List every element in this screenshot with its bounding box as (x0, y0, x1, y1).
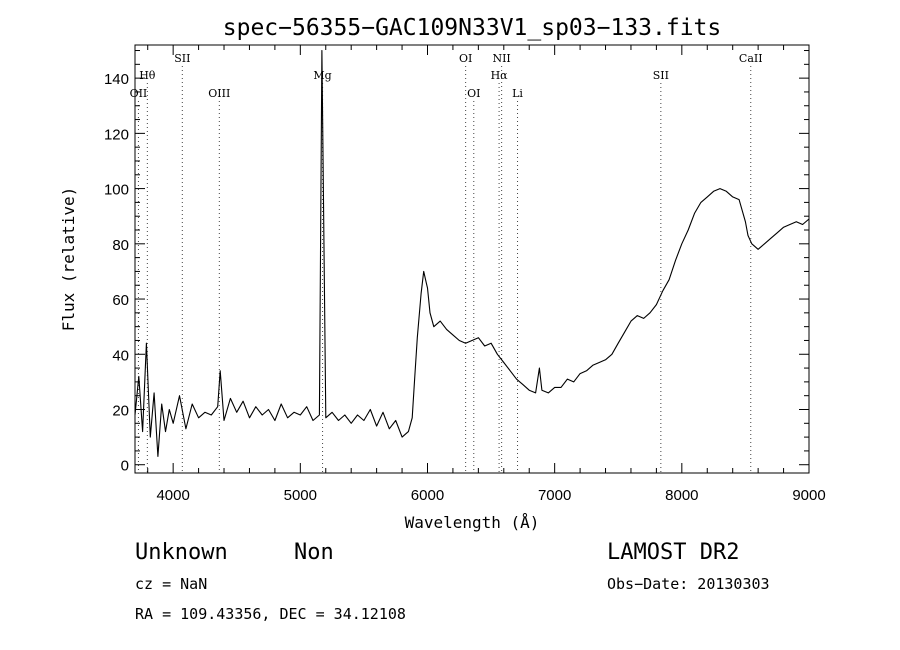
y-tick-label: 120 (104, 126, 129, 143)
plot-frame (134, 44, 810, 474)
observation-date: Obs−Date: 20130303 (607, 575, 770, 593)
y-tick-label: 20 (112, 402, 129, 419)
line-marker-label: SII (174, 52, 190, 65)
y-tick-label: 80 (112, 237, 129, 254)
y-axis-label: Flux (relative) (59, 187, 78, 332)
object-class: Unknown (135, 540, 228, 565)
object-subclass: Non (294, 540, 334, 565)
line-marker-label: SII (653, 69, 669, 82)
line-marker-label: OIII (208, 87, 230, 100)
series-layer (134, 49, 810, 457)
y-tick-label: 40 (112, 347, 129, 364)
x-axis-label: Wavelength (Å) (405, 513, 540, 532)
survey-name: LAMOST DR2 (607, 540, 740, 565)
axis-layer: 4000 5000 6000 7000 8000 9000 0 20 40 60 80 100 120 1… (104, 45, 826, 504)
line-marker-label: Hθ (139, 69, 156, 82)
coordinates-info: RA = 109.43356, DEC = 34.12108 (135, 605, 406, 623)
line-marker-label: OI (467, 87, 480, 100)
x-tick-label: 4000 (156, 487, 189, 504)
y-tick-label: 0 (121, 458, 129, 475)
x-tick-label: 5000 (284, 487, 317, 504)
y-tick-label: 60 (112, 292, 129, 309)
y-tick-label: 140 (104, 71, 129, 88)
x-tick-label: 8000 (665, 487, 698, 504)
line-marker-label: CaII (739, 52, 763, 65)
spectrum-line (134, 49, 810, 457)
line-marker-label: OI (459, 52, 472, 65)
line-marker-label: NII (492, 52, 510, 65)
x-tick-label: 7000 (538, 487, 571, 504)
line-marker-label: OII (130, 87, 148, 100)
x-tick-label: 6000 (411, 487, 444, 504)
y-tick-label: 100 (104, 182, 129, 199)
line-marker-label: Hα (491, 69, 509, 82)
x-tick-label: 9000 (792, 487, 825, 504)
chart-title: spec−56355−GAC109N33V1_sp03−133.fits (223, 15, 722, 41)
redshift-info: cz = NaN (135, 575, 208, 593)
line-marker-label: Li (512, 87, 523, 100)
